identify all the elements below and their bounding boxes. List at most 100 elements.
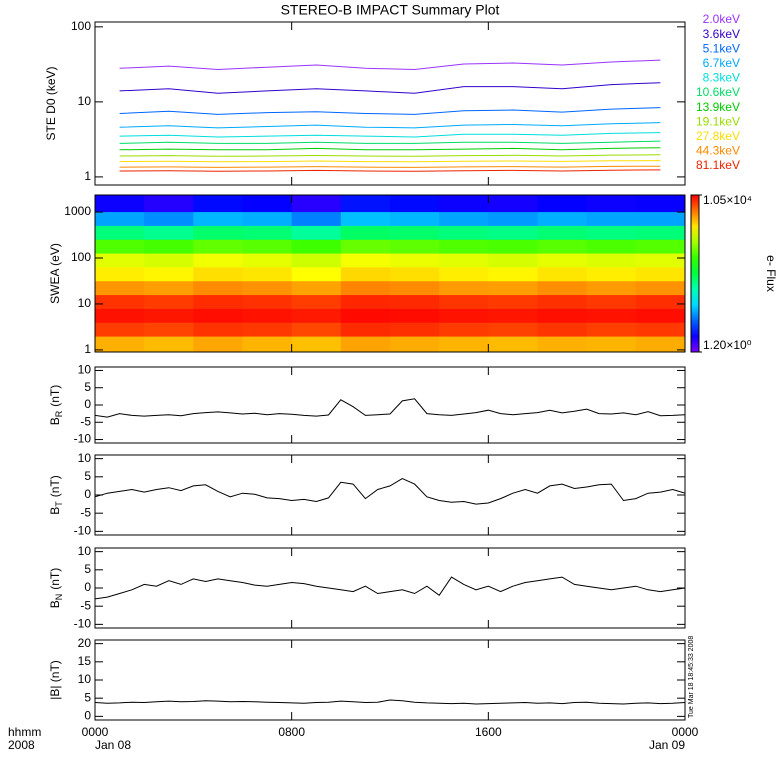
heat-cell xyxy=(488,308,538,323)
heat-cell xyxy=(340,253,391,268)
plot-area xyxy=(95,478,685,505)
heat-cell xyxy=(144,294,194,309)
heat-cell xyxy=(242,253,293,268)
data-line xyxy=(119,122,661,129)
y-axis-label-main: B xyxy=(48,600,62,608)
heat-cell xyxy=(193,308,243,323)
legend-entry: 19.1keV xyxy=(696,114,740,128)
heat-cell xyxy=(635,322,685,337)
data-line xyxy=(119,59,661,71)
y-tick-label: 0 xyxy=(84,580,91,594)
heat-cell xyxy=(390,266,440,282)
y-tick-label: 10 xyxy=(78,296,92,310)
heat-cell xyxy=(144,280,194,296)
heat-cell xyxy=(586,336,637,352)
heat-cell xyxy=(144,336,194,352)
x-tick-label: 0800 xyxy=(278,725,305,739)
heat-cell xyxy=(95,308,145,323)
heat-cell xyxy=(340,294,391,309)
y-tick-label: -5 xyxy=(80,414,91,428)
data-line xyxy=(119,165,661,168)
y-axis-label-sub: T xyxy=(54,501,64,507)
heat-cell xyxy=(439,336,489,352)
heat-cell xyxy=(193,225,243,240)
heat-cell xyxy=(193,294,243,309)
y-tick-label: 0 xyxy=(84,709,91,723)
heat-cell xyxy=(242,211,293,226)
heat-cell xyxy=(95,294,145,309)
heat-cell xyxy=(340,322,391,337)
heat-cell xyxy=(291,336,342,352)
heat-cell xyxy=(340,239,391,254)
colorbar-label: 1.20×10⁰ xyxy=(703,338,752,352)
data-line xyxy=(119,132,661,138)
heat-cell xyxy=(537,266,588,282)
heat-cell xyxy=(439,239,489,254)
y-tick-label: -10 xyxy=(74,432,92,446)
heat-cell xyxy=(95,195,145,213)
heat-cell xyxy=(390,195,440,213)
panel-frame xyxy=(94,639,686,721)
heat-cell xyxy=(439,294,489,309)
heat-cell xyxy=(144,308,194,323)
y-tick-label: 5 xyxy=(84,690,91,704)
y-axis-label: BN (nT) xyxy=(48,568,64,609)
data-line xyxy=(95,576,685,600)
heat-cell xyxy=(193,280,243,296)
legend-entry: 5.1keV xyxy=(703,41,740,55)
legend-entry: 13.9keV xyxy=(696,100,740,114)
panel-frame xyxy=(94,454,686,536)
heat-cell xyxy=(242,225,293,240)
y-tick-label: 10 xyxy=(78,672,92,686)
legend-entry: 2.0keV xyxy=(703,12,740,26)
y-axis-label-sub: N xyxy=(54,594,64,601)
y-tick-label: -5 xyxy=(80,598,91,612)
heat-cell xyxy=(488,294,538,309)
heat-cell xyxy=(586,294,637,309)
heat-cell xyxy=(635,195,685,213)
heat-cell xyxy=(390,280,440,296)
y-tick-label: 5 xyxy=(84,469,91,483)
y-tick-label: 1 xyxy=(84,169,91,183)
y-axis-label: STE D0 (keV) xyxy=(44,66,58,140)
heat-cell xyxy=(537,322,588,337)
heat-cell xyxy=(193,253,243,268)
plot-area xyxy=(95,699,685,705)
heat-cell xyxy=(340,211,391,226)
timestamp: Tue Mar 18 18:45:33 2008 xyxy=(688,636,695,718)
legend-entry: 10.6keV xyxy=(696,85,740,99)
y-tick-label: 10 xyxy=(78,363,92,377)
heat-cell xyxy=(586,308,637,323)
date-label: Jan 08 xyxy=(95,738,131,752)
heat-cell xyxy=(95,322,145,337)
data-line xyxy=(119,140,661,144)
x-axis-label: hhmm xyxy=(8,725,41,739)
heat-cell xyxy=(193,195,243,213)
heat-cell xyxy=(390,336,440,352)
heat-cell xyxy=(340,336,391,352)
heat-cell xyxy=(95,225,145,240)
heat-cell xyxy=(340,308,391,323)
heat-cell xyxy=(144,253,194,268)
y-tick-label: -10 xyxy=(74,524,92,538)
heat-cell xyxy=(537,294,588,309)
y-axis-label: BR (nT) xyxy=(48,385,64,426)
heat-cell xyxy=(242,322,293,337)
heat-cell xyxy=(390,253,440,268)
heat-cell xyxy=(488,322,538,337)
heat-cell xyxy=(537,253,588,268)
heat-cell xyxy=(291,195,342,213)
plot-area xyxy=(119,59,661,172)
heat-cell xyxy=(291,211,342,226)
y-axis-label-main: B xyxy=(48,417,62,425)
heat-cell xyxy=(291,239,342,254)
data-line xyxy=(119,169,661,172)
data-line xyxy=(95,398,685,418)
y-tick-label: 1 xyxy=(84,342,91,356)
heat-cell xyxy=(390,294,440,309)
y-tick-label: -10 xyxy=(74,617,92,631)
legend-entry: 81.1keV xyxy=(696,158,740,172)
colorbar xyxy=(690,194,700,353)
panel-frame xyxy=(94,366,686,444)
